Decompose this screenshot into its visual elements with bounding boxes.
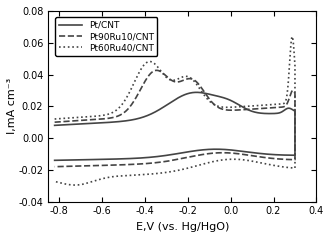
Pt60Ru40/CNT — [274, 103, 278, 106]
Pt60Ru40/CNT — [66, 183, 70, 186]
Pt60Ru40/CNT — [155, 172, 159, 175]
Pt/CNT — [155, 155, 159, 158]
Pt90Ru10/CNT — [77, 119, 81, 122]
Pt/CNT — [77, 123, 81, 125]
Line: Pt60Ru40/CNT: Pt60Ru40/CNT — [55, 37, 295, 185]
Pt90Ru10/CNT — [53, 121, 57, 124]
Pt90Ru10/CNT — [53, 165, 57, 168]
Pt60Ru40/CNT — [290, 35, 294, 38]
Pt60Ru40/CNT — [53, 180, 57, 183]
Pt90Ru10/CNT — [67, 165, 71, 168]
Pt/CNT — [53, 124, 57, 127]
Pt/CNT — [274, 112, 278, 115]
Pt/CNT — [66, 159, 70, 162]
Pt90Ru10/CNT — [274, 106, 278, 109]
X-axis label: E,V (vs. Hg/HgO): E,V (vs. Hg/HgO) — [136, 222, 229, 232]
Pt90Ru10/CNT — [287, 98, 291, 101]
Line: Pt/CNT: Pt/CNT — [55, 92, 295, 160]
Pt90Ru10/CNT — [155, 69, 159, 72]
Y-axis label: I,mA cm⁻³: I,mA cm⁻³ — [7, 78, 17, 134]
Line: Pt90Ru10/CNT: Pt90Ru10/CNT — [55, 70, 295, 167]
Pt60Ru40/CNT — [53, 118, 57, 120]
Pt90Ru10/CNT — [66, 165, 70, 168]
Pt/CNT — [287, 107, 291, 110]
Pt/CNT — [67, 159, 71, 162]
Pt90Ru10/CNT — [155, 161, 159, 164]
Pt60Ru40/CNT — [66, 183, 70, 186]
Pt/CNT — [53, 159, 57, 162]
Pt60Ru40/CNT — [287, 78, 291, 81]
Legend: Pt/CNT, Pt90Ru10/CNT, Pt60Ru40/CNT: Pt/CNT, Pt90Ru10/CNT, Pt60Ru40/CNT — [55, 17, 158, 56]
Pt/CNT — [195, 91, 199, 94]
Pt60Ru40/CNT — [73, 184, 77, 186]
Pt60Ru40/CNT — [77, 116, 81, 119]
